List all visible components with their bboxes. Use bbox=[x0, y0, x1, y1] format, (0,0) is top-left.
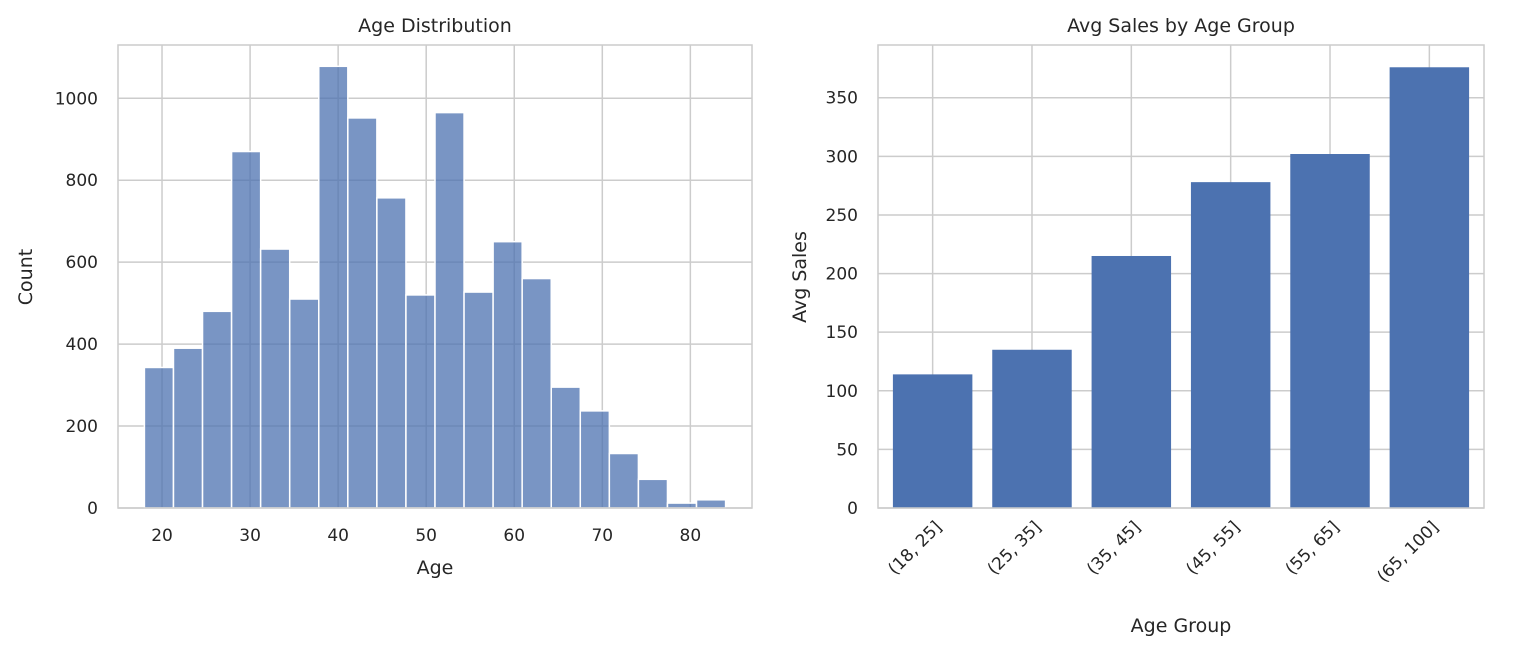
bar bbox=[992, 349, 1072, 508]
x-tick-label: 70 bbox=[591, 526, 613, 546]
x-tick-label: 30 bbox=[239, 526, 261, 546]
y-tick-labels: 0 50 100 150 200 250 300 350 bbox=[826, 89, 858, 519]
histogram-bar bbox=[492, 240, 523, 509]
age-distribution-chart: Age Distribution 20 30 40 50 60 70 80 0 200 400 6… bbox=[15, 15, 753, 579]
histogram-bar bbox=[318, 65, 349, 509]
x-tick-label: 80 bbox=[680, 526, 702, 546]
histogram-bar bbox=[579, 410, 611, 509]
histogram-bar bbox=[230, 150, 262, 509]
avg-sales-by-age-group-chart: Avg Sales by Age Group (18, 25] (25, 35](… bbox=[789, 15, 1485, 637]
bar bbox=[1290, 154, 1370, 508]
y-tick-label: 0 bbox=[87, 499, 98, 519]
x-tick-label: 20 bbox=[151, 526, 173, 546]
bar bbox=[1091, 255, 1172, 508]
y-tick-label: 50 bbox=[836, 440, 858, 460]
histogram-bar bbox=[550, 386, 582, 509]
x-tick-label: 40 bbox=[327, 526, 349, 546]
y-tick-label: 800 bbox=[66, 171, 98, 191]
histogram-bar bbox=[288, 298, 320, 509]
bar bbox=[1190, 182, 1271, 508]
plot-frame bbox=[117, 44, 753, 509]
x-axis-label: Age Group bbox=[1131, 615, 1232, 637]
y-tick-label: 200 bbox=[826, 265, 858, 285]
y-tick-label: 300 bbox=[826, 147, 858, 167]
histogram-bar bbox=[608, 452, 640, 509]
x-tick-labels: 20 30 40 50 60 70 80 bbox=[151, 526, 701, 546]
chart-title: Age Distribution bbox=[358, 15, 512, 37]
histogram-bar bbox=[143, 366, 175, 509]
bar bbox=[892, 374, 973, 508]
histogram-bar bbox=[172, 347, 204, 509]
bars bbox=[892, 67, 1470, 509]
histogram-bar bbox=[376, 197, 407, 509]
histogram-bar bbox=[463, 291, 494, 509]
bars bbox=[143, 65, 727, 509]
histogram-bar bbox=[405, 294, 436, 509]
histogram-bar bbox=[521, 277, 552, 509]
histogram-bar bbox=[637, 478, 669, 509]
histogram-bar bbox=[434, 111, 465, 509]
y-tick-label: 200 bbox=[66, 417, 98, 437]
y-tick-label: 100 bbox=[826, 382, 858, 402]
y-axis-label: Count bbox=[15, 249, 37, 305]
histogram-bar bbox=[347, 117, 378, 509]
chart-title: Avg Sales by Age Group bbox=[1067, 15, 1295, 37]
histogram-bar bbox=[259, 248, 291, 509]
y-axis-label: Avg Sales bbox=[789, 231, 811, 323]
x-tick-label: 60 bbox=[503, 526, 525, 546]
plot-frame bbox=[877, 44, 1485, 509]
histogram-bar bbox=[201, 310, 233, 509]
y-tick-label: 1000 bbox=[55, 89, 98, 109]
y-tick-label: 350 bbox=[826, 89, 858, 109]
bar bbox=[1389, 67, 1470, 509]
y-tick-label: 400 bbox=[66, 335, 98, 355]
histogram-bar bbox=[695, 499, 727, 509]
y-tick-label: 0 bbox=[847, 499, 858, 519]
y-tick-label: 250 bbox=[826, 206, 858, 226]
x-tick-label: 50 bbox=[415, 526, 437, 546]
y-tick-label: 600 bbox=[66, 253, 98, 273]
y-tick-label: 150 bbox=[826, 323, 858, 343]
x-axis-label: Age bbox=[417, 557, 454, 579]
y-tick-labels: 0 200 400 600 800 1000 bbox=[55, 89, 98, 519]
